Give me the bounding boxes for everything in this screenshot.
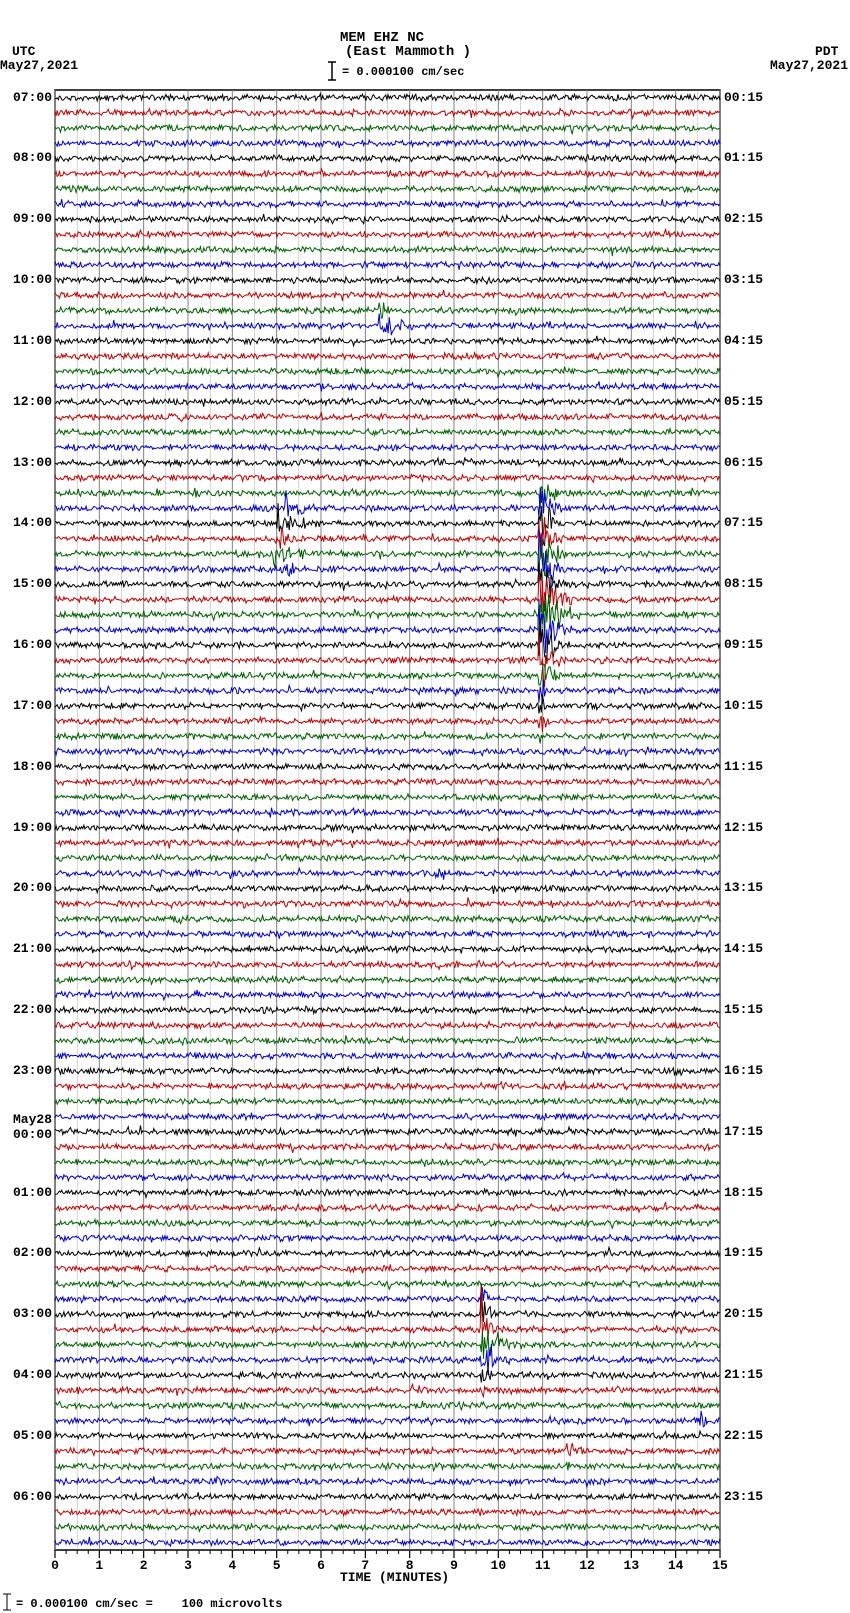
x-tick: 0 [45, 1558, 65, 1573]
utc-label: 17:00 [3, 698, 52, 713]
x-tick: 14 [666, 1558, 686, 1573]
x-tick: 5 [267, 1558, 287, 1573]
utc-label: 07:00 [3, 90, 52, 105]
x-tick: 6 [311, 1558, 331, 1573]
pdt-label: 04:15 [724, 333, 763, 348]
pdt-label: 11:15 [724, 759, 763, 774]
x-tick: 2 [134, 1558, 154, 1573]
pdt-label: 21:15 [724, 1367, 763, 1382]
footer-scale-glyph [0, 1593, 14, 1611]
x-tick: 12 [577, 1558, 597, 1573]
utc-label: 18:00 [3, 759, 52, 774]
pdt-label: 19:15 [724, 1245, 763, 1260]
x-tick: 11 [533, 1558, 553, 1573]
pdt-label: 05:15 [724, 394, 763, 409]
pdt-label: 06:15 [724, 455, 763, 470]
footer-text: = 0.000100 cm/sec = 100 microvolts [16, 1597, 282, 1611]
utc-label: May28 00:00 [3, 1112, 52, 1142]
utc-label: 02:00 [3, 1245, 52, 1260]
utc-label: 06:00 [3, 1489, 52, 1504]
x-tick: 1 [89, 1558, 109, 1573]
utc-label: 11:00 [3, 333, 52, 348]
x-tick: 7 [355, 1558, 375, 1573]
x-tick: 10 [488, 1558, 508, 1573]
pdt-label: 18:15 [724, 1185, 763, 1200]
utc-label: 04:00 [3, 1367, 52, 1382]
utc-label: 13:00 [3, 455, 52, 470]
pdt-label: 12:15 [724, 820, 763, 835]
x-tick: 13 [621, 1558, 641, 1573]
x-tick: 8 [400, 1558, 420, 1573]
utc-label: 15:00 [3, 576, 52, 591]
utc-label: 10:00 [3, 272, 52, 287]
utc-label: 05:00 [3, 1428, 52, 1443]
x-tick: 15 [710, 1558, 730, 1573]
utc-label: 08:00 [3, 150, 52, 165]
seismogram-plot [0, 0, 850, 1613]
utc-label: 01:00 [3, 1185, 52, 1200]
pdt-label: 01:15 [724, 150, 763, 165]
pdt-label: 22:15 [724, 1428, 763, 1443]
pdt-label: 17:15 [724, 1124, 763, 1139]
pdt-label: 08:15 [724, 576, 763, 591]
utc-label: 22:00 [3, 1002, 52, 1017]
utc-label: 21:00 [3, 941, 52, 956]
pdt-label: 23:15 [724, 1489, 763, 1504]
utc-label: 09:00 [3, 211, 52, 226]
pdt-label: 09:15 [724, 637, 763, 652]
x-tick: 9 [444, 1558, 464, 1573]
pdt-label: 03:15 [724, 272, 763, 287]
utc-label: 16:00 [3, 637, 52, 652]
utc-label: 19:00 [3, 820, 52, 835]
utc-label: 03:00 [3, 1306, 52, 1321]
pdt-label: 20:15 [724, 1306, 763, 1321]
x-tick: 4 [222, 1558, 242, 1573]
pdt-label: 13:15 [724, 880, 763, 895]
pdt-label: 15:15 [724, 1002, 763, 1017]
pdt-label: 00:15 [724, 90, 763, 105]
pdt-label: 10:15 [724, 698, 763, 713]
pdt-label: 02:15 [724, 211, 763, 226]
utc-label: 23:00 [3, 1063, 52, 1078]
pdt-label: 07:15 [724, 515, 763, 530]
pdt-label: 14:15 [724, 941, 763, 956]
x-tick: 3 [178, 1558, 198, 1573]
utc-label: 14:00 [3, 515, 52, 530]
utc-label: 12:00 [3, 394, 52, 409]
pdt-label: 16:15 [724, 1063, 763, 1078]
utc-label: 20:00 [3, 880, 52, 895]
